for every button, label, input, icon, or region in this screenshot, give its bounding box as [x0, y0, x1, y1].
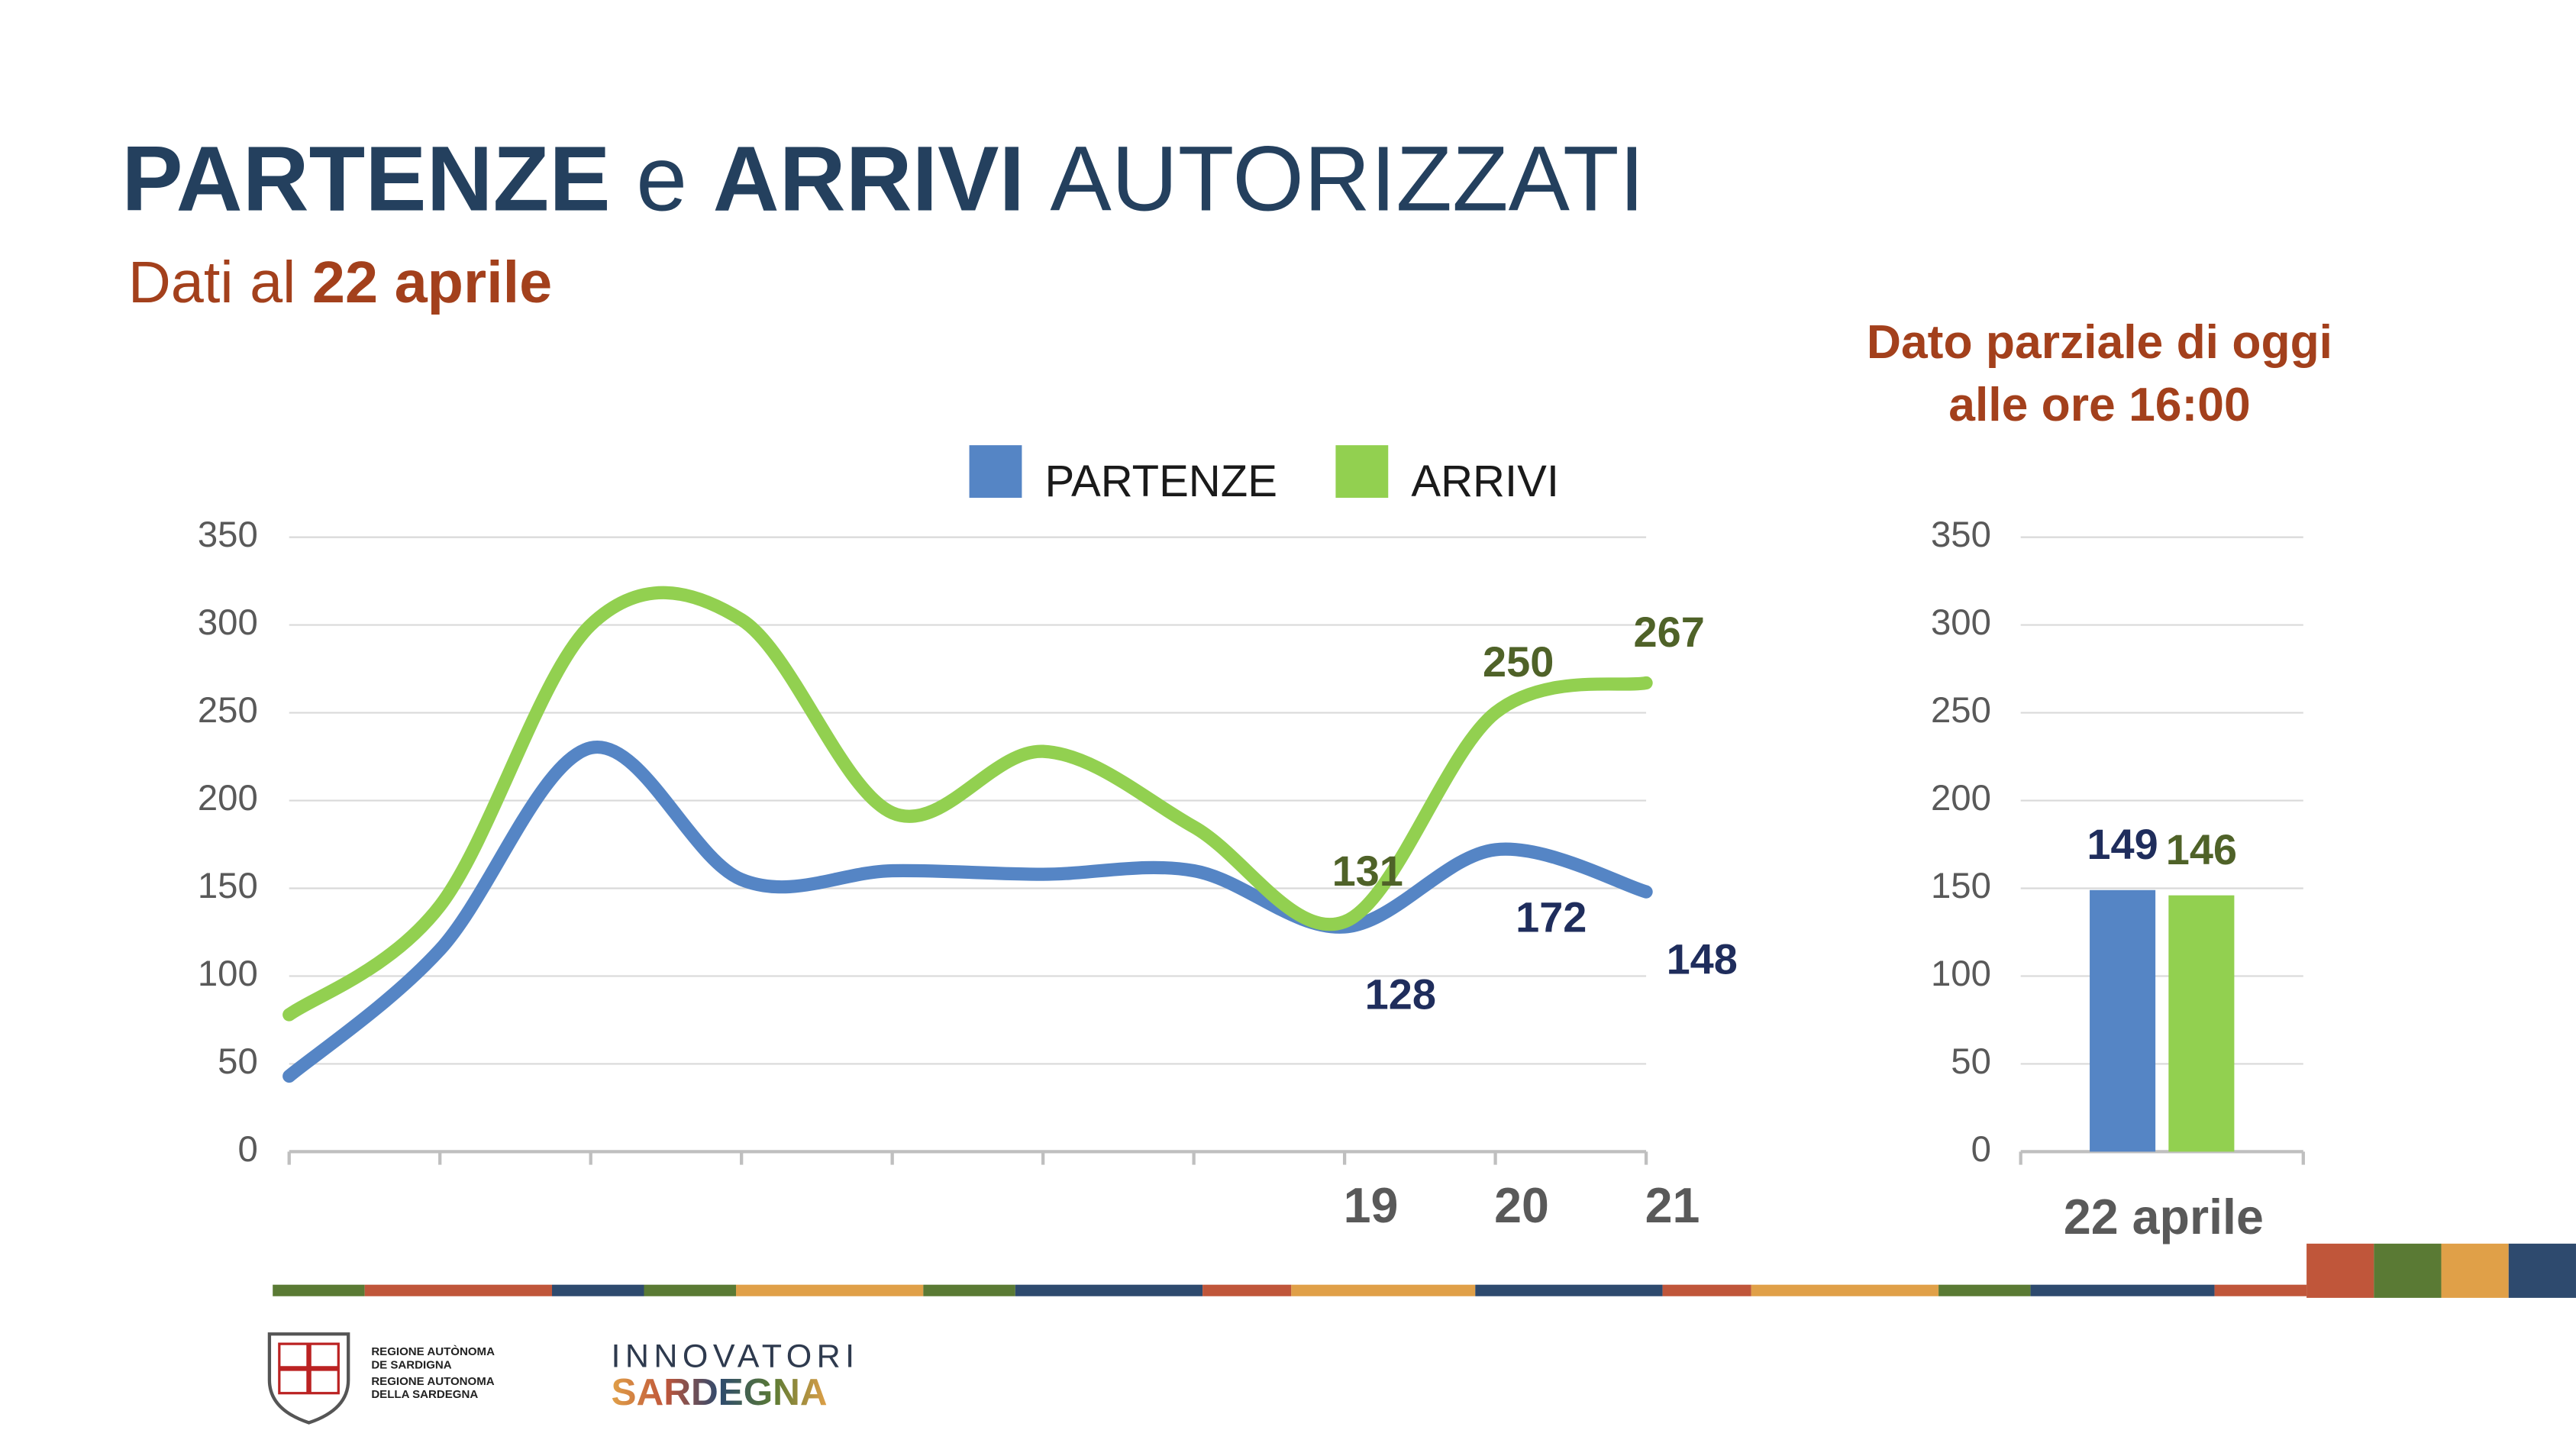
stripe-segment	[644, 1284, 737, 1296]
y-tick-label: 100	[1931, 954, 1991, 994]
brand-bottom: SARDEGNA	[611, 1371, 827, 1413]
region-text: DE SARDIGNA	[371, 1358, 451, 1371]
stripe-segment	[1662, 1284, 1751, 1296]
y-tick-label: 300	[1931, 602, 1991, 643]
chart-title: alle ore 16:00	[1948, 379, 2250, 431]
series-line	[282, 740, 1653, 1083]
subtitle-part: Dati al	[128, 250, 296, 315]
legend-swatch	[1335, 445, 1389, 498]
stripe-block	[2374, 1243, 2442, 1298]
brand-top: INNOVATORI	[611, 1338, 859, 1374]
bar	[2168, 895, 2235, 1152]
stripe-segment	[1015, 1284, 1203, 1296]
y-tick-label: 50	[218, 1041, 258, 1082]
series-line	[282, 586, 1653, 1022]
stripe-block	[2306, 1243, 2374, 1298]
footer-stripe	[273, 1243, 2576, 1298]
x-tick-label: 22 aprile	[2064, 1190, 2264, 1244]
region-logo: REGIONE AUTÒNOMA DE SARDIGNA REGIONE AUT…	[267, 1332, 495, 1425]
data-label: 172	[1516, 893, 1587, 941]
x-tick-label: 20	[1494, 1178, 1549, 1233]
data-label: 148	[1667, 935, 1738, 983]
legend-swatch	[969, 445, 1022, 498]
stripe-segment	[1475, 1284, 1663, 1296]
subtitle: Dati al 22 aprile	[128, 250, 552, 315]
y-tick-label: 250	[1931, 690, 1991, 731]
data-label: 250	[1483, 638, 1554, 686]
y-tick-label: 0	[238, 1129, 258, 1170]
stripe-segment	[364, 1284, 553, 1296]
title-part: PARTENZE	[121, 127, 610, 230]
y-tick-label: 100	[198, 954, 258, 994]
y-tick-label: 250	[198, 690, 258, 731]
x-tick-label: 21	[1645, 1178, 1700, 1233]
data-label: 128	[1365, 970, 1436, 1018]
data-label: 149	[2087, 820, 2158, 868]
y-tick-label: 200	[198, 778, 258, 818]
stripe-segment	[552, 1284, 644, 1296]
title-part: AUTORIZZATI	[1050, 127, 1645, 230]
title-part: e	[636, 127, 687, 230]
stripe-block	[2441, 1243, 2509, 1298]
stripe-block	[2508, 1243, 2576, 1298]
stripe-segment	[1938, 1284, 2031, 1296]
slide-title: PARTENZE e ARRIVI AUTORIZZATI	[121, 127, 1645, 230]
region-text: DELLA SARDEGNA	[371, 1388, 478, 1401]
legend-label: PARTENZE	[1045, 457, 1277, 506]
y-tick-label: 350	[1931, 515, 1991, 555]
stripe-segment	[273, 1284, 365, 1296]
bar	[2090, 889, 2156, 1152]
y-tick-label: 50	[1951, 1041, 1991, 1082]
stripe-segment	[1291, 1284, 1476, 1296]
chart-title: Dato parziale di oggi	[1867, 316, 2332, 369]
y-tick-label: 0	[1971, 1129, 1991, 1170]
title-part: ARRIVI	[713, 127, 1025, 230]
y-tick-label: 200	[1931, 778, 1991, 818]
y-tick-label: 150	[198, 866, 258, 906]
data-label: 146	[2166, 825, 2237, 873]
stripe-segment	[923, 1284, 1015, 1296]
legend-label: ARRIVI	[1411, 457, 1559, 506]
y-tick-label: 350	[198, 515, 258, 555]
legend: PARTENZE ARRIVI	[969, 445, 1559, 506]
stripe-segment	[2214, 1284, 2307, 1296]
stripe-segment	[2030, 1284, 2215, 1296]
subtitle-part: 22 aprile	[312, 250, 552, 315]
stripe-segment	[1202, 1284, 1292, 1296]
y-tick-label: 150	[1931, 866, 1991, 906]
x-tick-label: 19	[1344, 1178, 1399, 1233]
data-label: 131	[1332, 847, 1403, 895]
data-label: 267	[1634, 608, 1705, 656]
y-tick-label: 300	[198, 602, 258, 643]
region-text: REGIONE AUTONOMA	[371, 1375, 494, 1388]
stripe-segment	[1751, 1284, 1939, 1296]
region-text: REGIONE AUTÒNOMA	[371, 1345, 495, 1358]
stripe-segment	[736, 1284, 924, 1296]
